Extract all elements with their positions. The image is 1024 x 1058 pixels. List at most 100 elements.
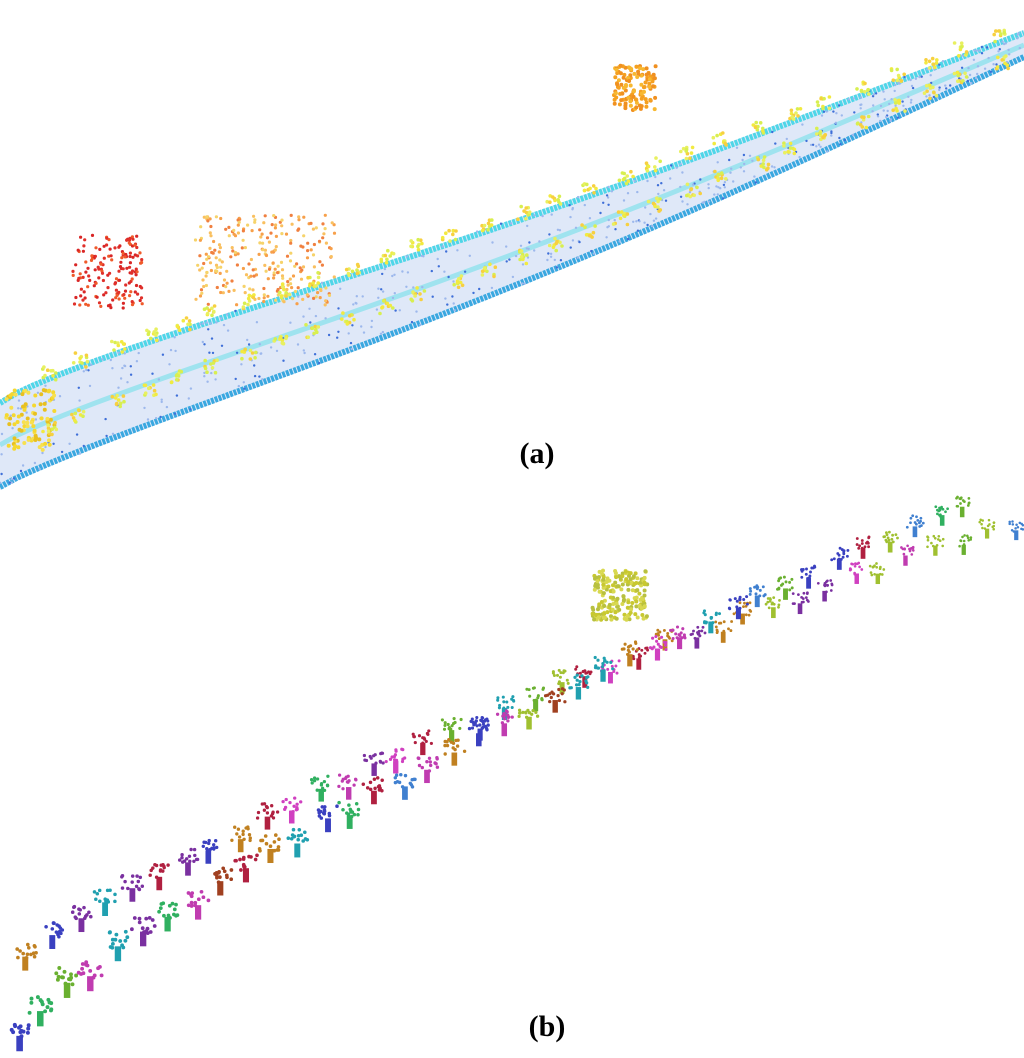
- point: [253, 218, 257, 222]
- point: [596, 658, 600, 662]
- point: [159, 415, 162, 419]
- point: [153, 862, 157, 867]
- point: [934, 61, 939, 65]
- point: [323, 303, 327, 307]
- point: [60, 928, 65, 932]
- point: [903, 109, 907, 113]
- point: [526, 213, 530, 217]
- point: [531, 708, 535, 713]
- point: [121, 306, 125, 310]
- point: [296, 837, 300, 842]
- point: [571, 239, 575, 242]
- point: [1008, 520, 1011, 524]
- point: [417, 734, 422, 738]
- point: [958, 544, 961, 548]
- point: [585, 681, 589, 685]
- point: [360, 325, 363, 328]
- point: [412, 735, 416, 739]
- trunk: [140, 931, 147, 947]
- point: [454, 738, 458, 743]
- point: [528, 241, 531, 244]
- point: [316, 275, 321, 280]
- point: [427, 769, 432, 773]
- point: [637, 103, 642, 108]
- point: [622, 213, 626, 218]
- point: [628, 83, 633, 88]
- point: [84, 365, 88, 369]
- point: [696, 625, 700, 629]
- point: [218, 875, 222, 879]
- point: [229, 868, 234, 872]
- point: [302, 234, 306, 238]
- point: [237, 835, 242, 839]
- point: [145, 328, 149, 333]
- point: [308, 307, 311, 310]
- point: [430, 269, 433, 273]
- point: [140, 286, 144, 290]
- point: [625, 614, 630, 618]
- point: [1020, 522, 1023, 526]
- point: [622, 199, 626, 202]
- point: [121, 251, 125, 256]
- point: [675, 166, 678, 169]
- point: [993, 39, 997, 44]
- point: [927, 66, 932, 70]
- point: [573, 675, 577, 680]
- point: [955, 70, 960, 75]
- point: [355, 268, 359, 272]
- median: [0, 42, 1024, 448]
- point: [215, 265, 219, 270]
- point: [208, 351, 211, 354]
- point: [225, 313, 229, 316]
- point: [280, 285, 285, 289]
- point: [272, 271, 276, 275]
- point: [868, 564, 872, 568]
- point: [601, 662, 605, 666]
- point: [766, 162, 771, 167]
- point: [299, 277, 304, 281]
- point: [964, 50, 969, 54]
- point: [214, 378, 217, 381]
- point: [541, 214, 544, 218]
- point: [302, 315, 305, 318]
- point: [322, 812, 327, 816]
- point: [412, 777, 416, 782]
- point: [173, 336, 176, 339]
- point: [78, 399, 81, 402]
- point: [133, 290, 137, 294]
- point: [78, 908, 82, 912]
- point: [341, 787, 345, 791]
- point: [401, 757, 405, 761]
- point: [630, 588, 635, 593]
- point: [866, 114, 871, 119]
- point: [291, 827, 296, 832]
- point: [893, 98, 897, 102]
- point: [835, 112, 838, 115]
- point: [212, 239, 216, 244]
- point: [475, 715, 479, 720]
- point: [10, 481, 14, 484]
- point: [927, 83, 932, 88]
- point: [639, 606, 644, 611]
- point: [126, 381, 129, 384]
- point: [643, 569, 648, 574]
- point: [636, 190, 639, 194]
- point: [113, 899, 117, 904]
- point: [524, 710, 528, 714]
- point: [606, 196, 610, 199]
- trunk: [854, 573, 859, 584]
- point: [968, 73, 972, 77]
- point: [480, 269, 485, 274]
- point: [597, 602, 602, 607]
- point: [558, 675, 562, 679]
- point: [889, 118, 893, 121]
- point: [243, 387, 246, 390]
- trunk: [608, 671, 613, 684]
- point: [976, 65, 980, 68]
- point: [713, 169, 717, 174]
- point: [324, 299, 328, 303]
- point: [1002, 30, 1006, 35]
- point: [456, 285, 461, 290]
- point: [729, 171, 732, 174]
- point: [747, 613, 751, 617]
